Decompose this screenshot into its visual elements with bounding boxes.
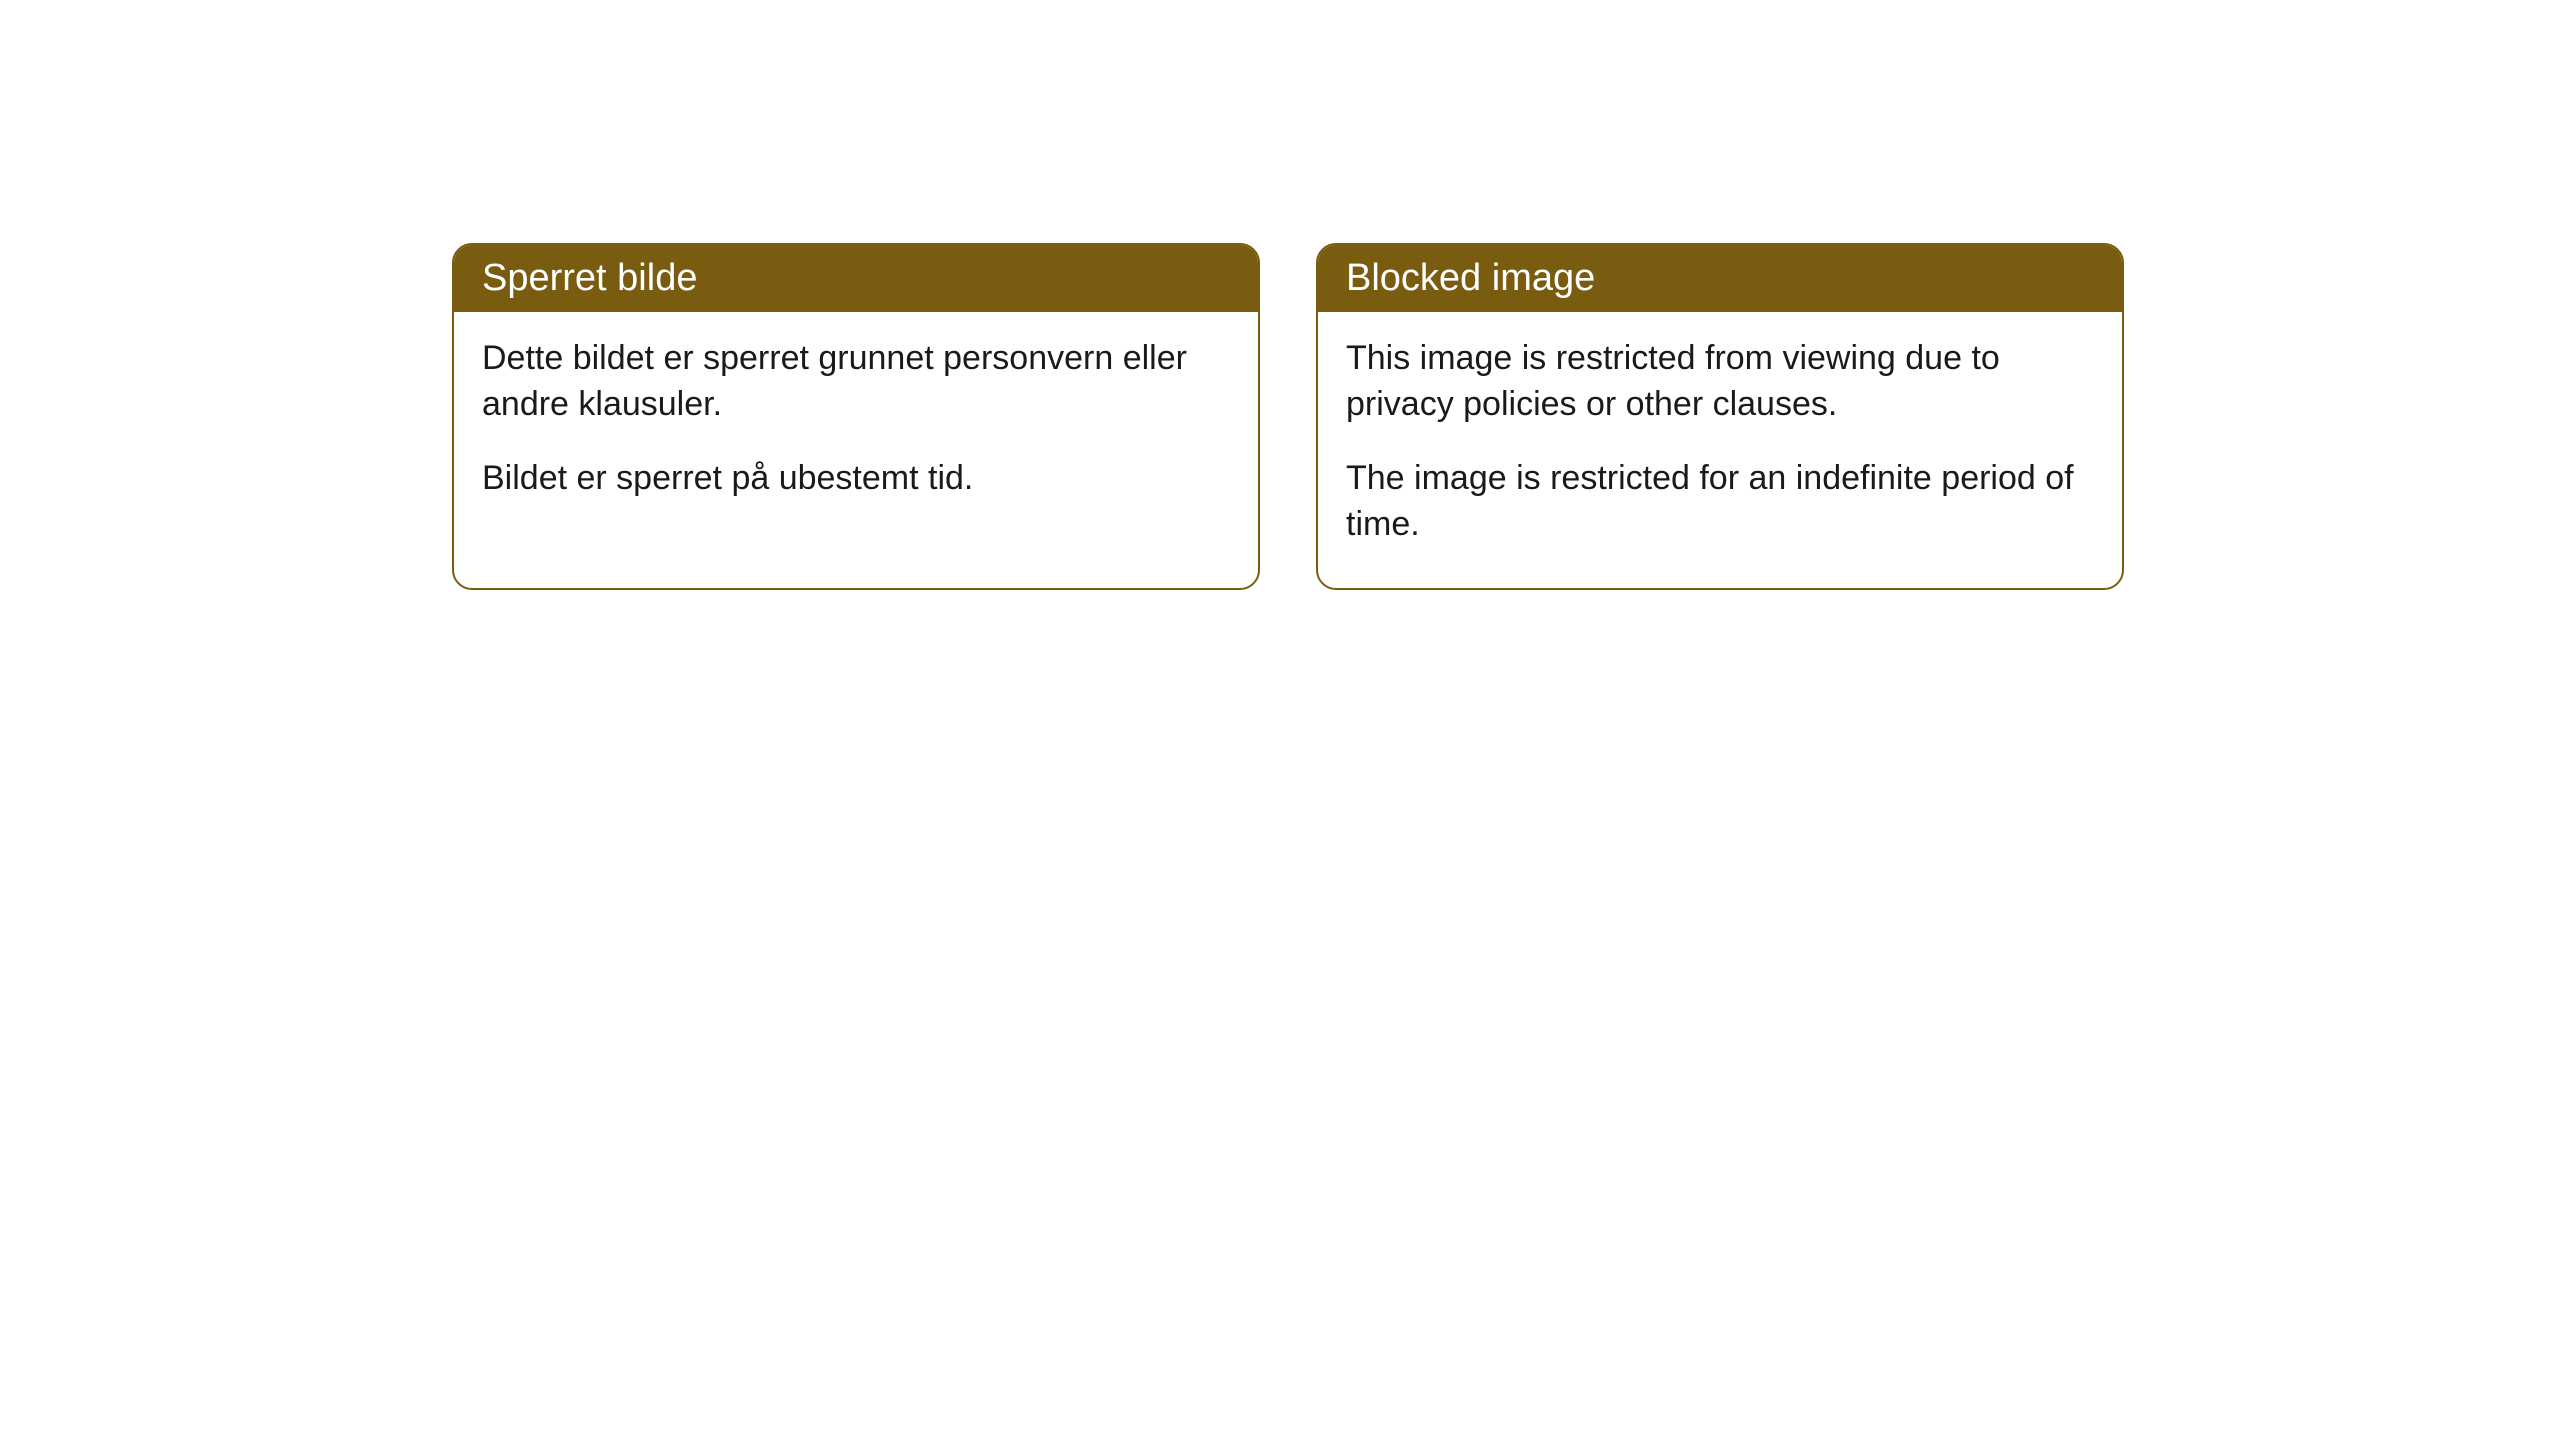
card-body-norwegian: Dette bildet er sperret grunnet personve… bbox=[454, 312, 1258, 542]
card-paragraph-2: Bildet er sperret på ubestemt tid. bbox=[482, 456, 1230, 502]
card-title: Blocked image bbox=[1346, 257, 1595, 299]
blocked-image-card-english: Blocked image This image is restricted f… bbox=[1316, 243, 2124, 590]
blocked-image-card-norwegian: Sperret bilde Dette bildet er sperret gr… bbox=[452, 243, 1260, 590]
card-paragraph-1: This image is restricted from viewing du… bbox=[1346, 336, 2094, 428]
card-header-norwegian: Sperret bilde bbox=[454, 245, 1258, 312]
card-title: Sperret bilde bbox=[482, 257, 697, 299]
card-paragraph-2: The image is restricted for an indefinit… bbox=[1346, 456, 2094, 548]
card-paragraph-1: Dette bildet er sperret grunnet personve… bbox=[482, 336, 1230, 428]
notice-cards-container: Sperret bilde Dette bildet er sperret gr… bbox=[452, 243, 2124, 590]
card-header-english: Blocked image bbox=[1318, 245, 2122, 312]
card-body-english: This image is restricted from viewing du… bbox=[1318, 312, 2122, 588]
